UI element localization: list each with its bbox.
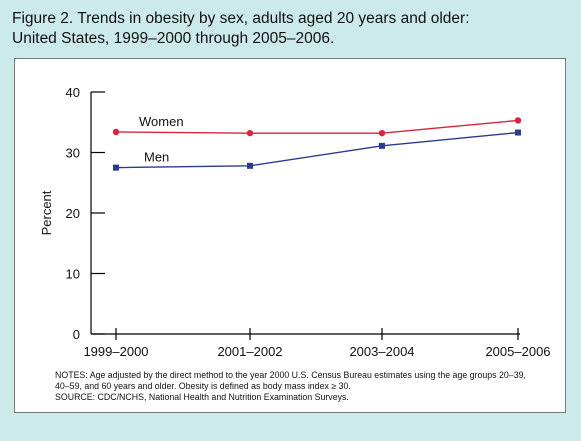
y-tick-label-40: 40 — [66, 85, 80, 100]
men-point-1 — [247, 162, 253, 169]
figure-title-line-2: United States, 1999–2000 through 2005–20… — [12, 30, 335, 47]
women-series-label: Women — [139, 114, 184, 129]
men-series-label: Men — [144, 150, 169, 165]
figure-title: Figure 2. Trends in obesity by sex, adul… — [12, 9, 572, 49]
men-point-2 — [379, 142, 385, 149]
y-tick-label-20: 20 — [66, 206, 80, 221]
chart-notes: NOTES: Age adjusted by the direct method… — [55, 370, 559, 404]
women-point-3 — [514, 117, 522, 124]
y-tick-label-30: 30 — [66, 146, 80, 161]
y-tick-label-10: 10 — [66, 267, 80, 282]
figure-title-line-1: Figure 2. Trends in obesity by sex, adul… — [12, 10, 470, 27]
women-point-2 — [378, 129, 386, 137]
notes-line-1: NOTES: Age adjusted by the direct method… — [55, 370, 526, 380]
x-tick-label-2: 2003–2004 — [349, 344, 414, 359]
notes-line-3: SOURCE: CDC/NCHS, National Health and Nu… — [55, 392, 349, 403]
x-tick-label-1: 2001–2002 — [217, 344, 282, 359]
y-axis-label: Percent — [39, 190, 54, 235]
women-point-0 — [112, 128, 120, 136]
x-tick-label-0: 1999–2000 — [83, 344, 148, 359]
line-chart: 0 10 20 30 40 Percent 1999–2000 2001–2002 2003–2… — [39, 85, 551, 359]
men-point-0 — [113, 164, 119, 171]
men-line — [115, 131, 519, 169]
x-tick-label-3: 2005–2006 — [485, 344, 550, 359]
women-line — [115, 119, 519, 134]
men-point-3 — [515, 129, 521, 136]
women-point-1 — [246, 129, 254, 137]
chart-panel: 0 10 20 30 40 Percent 1999–2000 2001–2002 2003–2… — [14, 58, 566, 413]
notes-line-2: 40–59, and 60 years and older. Obesity i… — [55, 381, 351, 392]
y-tick-label-0: 0 — [73, 327, 80, 342]
